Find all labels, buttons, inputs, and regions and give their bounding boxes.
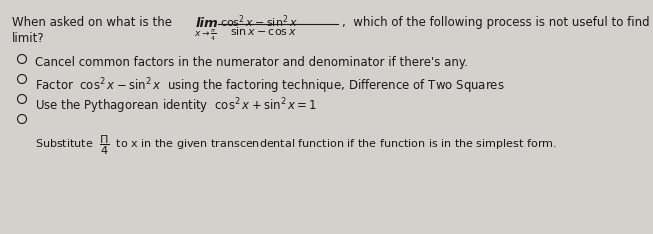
Text: limit?: limit? [12,32,44,45]
Text: $\sin x - \cos x$: $\sin x - \cos x$ [230,25,297,37]
Text: Factor  $\cos^2 x - \sin^2 x$  using the factoring technique, Difference of Two : Factor $\cos^2 x - \sin^2 x$ using the f… [35,76,505,96]
Text: lim: lim [196,17,219,30]
Text: Substitute  $\dfrac{\Pi}{4}$  to x in the given transcendental function if the f: Substitute $\dfrac{\Pi}{4}$ to x in the … [35,134,557,157]
Text: When asked on what is the: When asked on what is the [12,16,180,29]
Text: $\cos^2 x - \sin^2 x$: $\cos^2 x - \sin^2 x$ [220,13,298,29]
Text: $x\to\frac{\pi}{4}$: $x\to\frac{\pi}{4}$ [194,28,217,43]
Text: Cancel common factors in the numerator and denominator if there's any.: Cancel common factors in the numerator a… [35,56,468,69]
Text: ,  which of the following process is not useful to find its: , which of the following process is not … [342,16,653,29]
Text: Use the Pythagorean identity  $\cos^2 x + \sin^2 x = 1$: Use the Pythagorean identity $\cos^2 x +… [35,96,317,116]
